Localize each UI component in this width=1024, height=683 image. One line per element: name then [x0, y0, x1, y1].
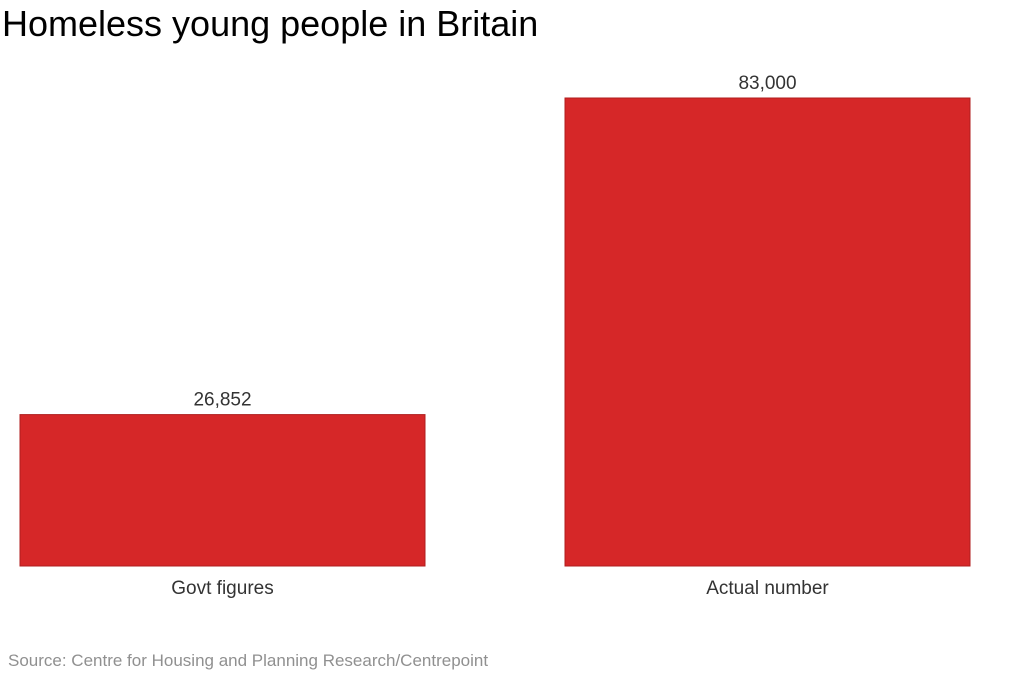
- data-labels-group: 26,852 83,000: [193, 73, 796, 411]
- bar-govt-figures: [19, 414, 426, 567]
- chart-title: Homeless young people in Britain: [2, 3, 539, 44]
- data-label-actual-number: 83,000: [738, 73, 796, 94]
- x-tick-label-actual-number: Actual number: [706, 578, 829, 599]
- bars-group: [19, 97, 971, 567]
- source-note: Source: Centre for Housing and Planning …: [8, 651, 489, 670]
- x-tick-label-govt-figures: Govt figures: [171, 578, 273, 599]
- bar-actual-number: [564, 97, 971, 567]
- x-tick-labels-group: Govt figures Actual number: [171, 578, 829, 599]
- data-label-govt-figures: 26,852: [193, 390, 251, 411]
